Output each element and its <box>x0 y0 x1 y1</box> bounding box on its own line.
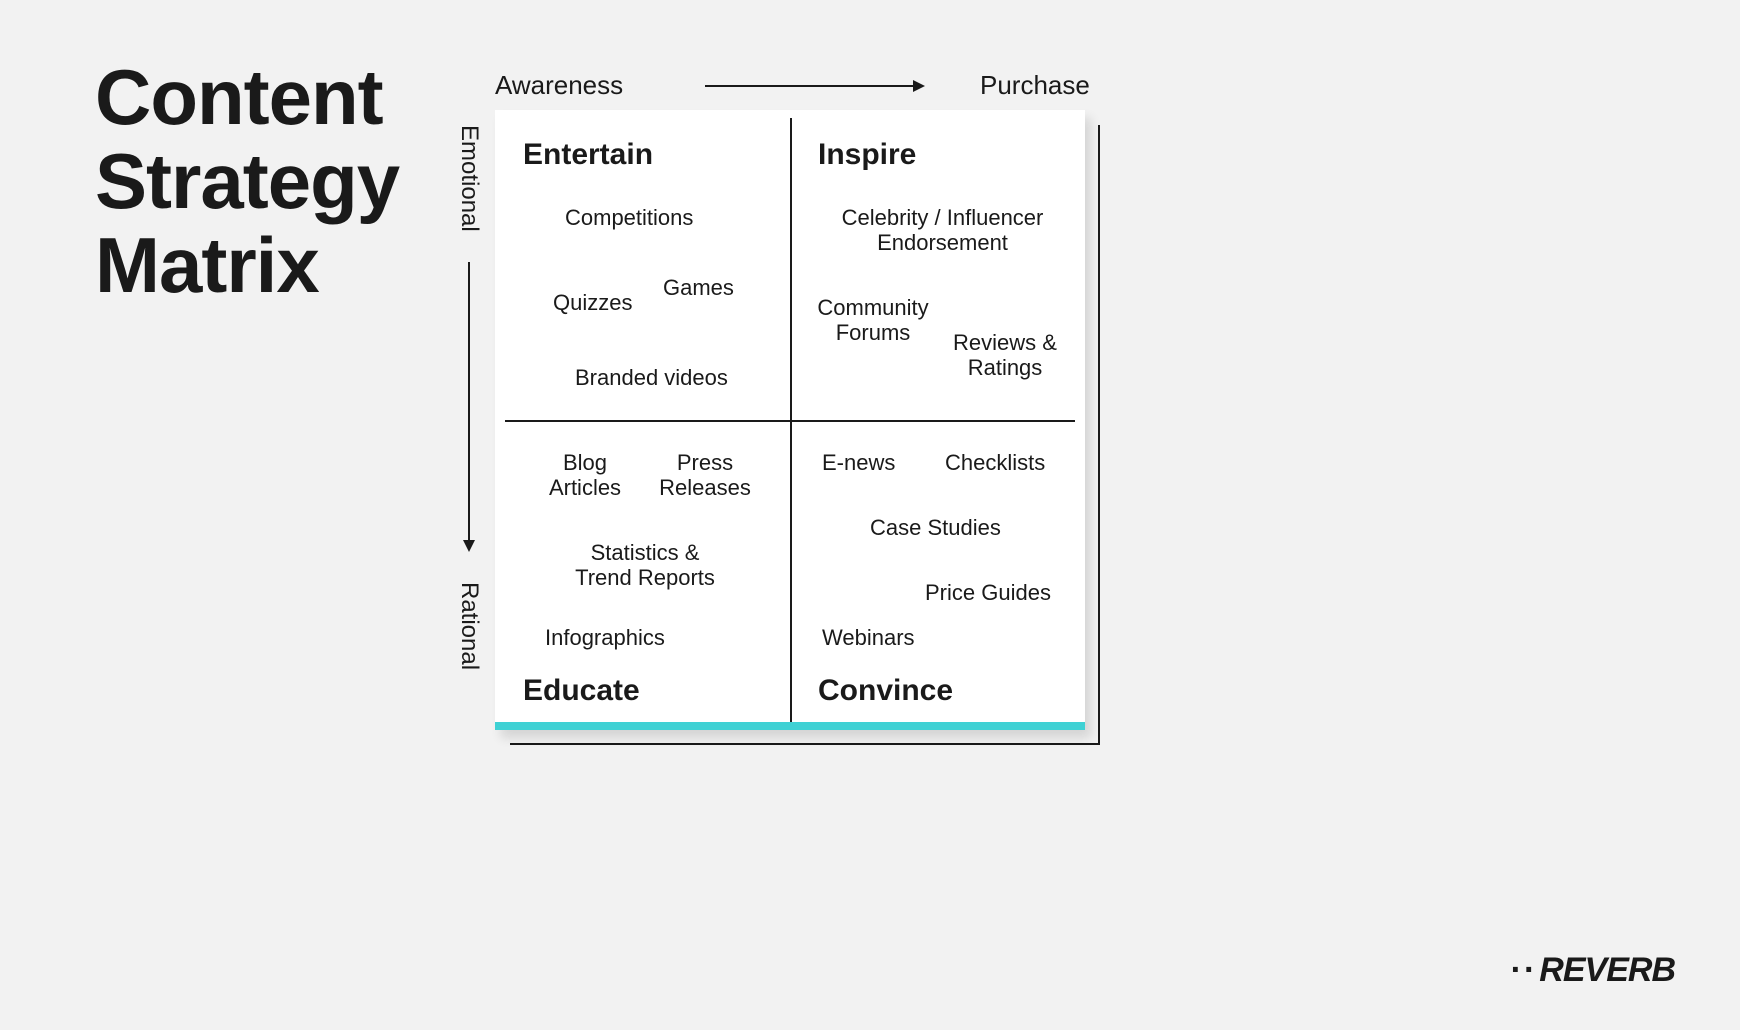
arrow-right-icon <box>705 77 925 95</box>
item-checklists: Checklists <box>945 450 1045 475</box>
item-endorsement-l1: Celebrity / Influencer <box>842 205 1044 230</box>
item-endorsement: Celebrity / Influencer Endorsement <box>830 205 1055 256</box>
title-line-1: Content <box>95 55 399 139</box>
item-community-l2: Forums <box>836 320 911 345</box>
item-stats-l1: Statistics & <box>591 540 700 565</box>
item-reviews-l1: Reviews & <box>953 330 1057 355</box>
item-reviews-l2: Ratings <box>968 355 1043 380</box>
item-reviews-ratings: Reviews & Ratings <box>945 330 1065 381</box>
item-enews: E-news <box>822 450 895 475</box>
quadrant-entertain: Entertain Competitions Quizzes Games Bra… <box>495 110 790 420</box>
item-price-guides: Price Guides <box>925 580 1051 605</box>
item-blog-l1: Blog <box>563 450 607 475</box>
x-axis-start-label: Awareness <box>495 70 645 101</box>
page-title: Content Strategy Matrix <box>95 55 399 308</box>
quadrant-title-educate: Educate <box>523 674 640 708</box>
item-community-l1: Community <box>817 295 928 320</box>
quadrant-title-convince: Convince <box>818 674 953 708</box>
item-community-forums: Community Forums <box>808 295 938 346</box>
y-axis-start-label: Emotional <box>455 125 483 232</box>
item-press-l2: Releases <box>659 475 751 500</box>
arrow-down-icon <box>460 262 478 552</box>
item-press-releases: Press Releases <box>655 450 755 501</box>
item-webinars: Webinars <box>822 625 915 650</box>
quadrant-educate: Blog Articles Press Releases Statistics … <box>495 420 790 730</box>
quadrant-title-inspire: Inspire <box>818 138 1063 172</box>
quadrant-convince: E-news Checklists Case Studies Price Gui… <box>790 420 1085 730</box>
logo-text: REVERB <box>1539 951 1675 989</box>
item-games: Games <box>663 275 734 300</box>
reverb-logo: ··REVERB <box>1511 951 1675 990</box>
title-line-3: Matrix <box>95 223 399 307</box>
item-blog-articles: Blog Articles <box>540 450 630 501</box>
item-branded-videos: Branded videos <box>575 365 728 390</box>
logo-dots-icon: ·· <box>1511 951 1538 989</box>
item-infographics: Infographics <box>545 625 665 650</box>
item-quizzes: Quizzes <box>553 290 632 315</box>
y-axis-end-label: Rational <box>455 582 483 670</box>
title-line-2: Strategy <box>95 139 399 223</box>
y-axis: Emotional Rational <box>455 125 483 765</box>
quadrant-title-entertain: Entertain <box>523 138 768 172</box>
item-stats-l2: Trend Reports <box>575 565 715 590</box>
content-matrix: Entertain Competitions Quizzes Games Bra… <box>495 110 1085 730</box>
accent-bar <box>495 722 1085 730</box>
quadrant-inspire: Inspire Celebrity / Influencer Endorseme… <box>790 110 1085 420</box>
item-endorsement-l2: Endorsement <box>877 230 1008 255</box>
item-stats-trends: Statistics & Trend Reports <box>565 540 725 591</box>
item-case-studies: Case Studies <box>870 515 1001 540</box>
item-competitions: Competitions <box>565 205 693 230</box>
item-press-l1: Press <box>677 450 733 475</box>
x-axis-end-label: Purchase <box>980 70 1090 101</box>
item-blog-l2: Articles <box>549 475 621 500</box>
